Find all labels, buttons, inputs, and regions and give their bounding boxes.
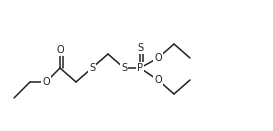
Text: O: O [56, 45, 64, 55]
Text: O: O [154, 75, 162, 85]
Text: S: S [137, 43, 143, 53]
Text: S: S [89, 63, 95, 73]
Text: S: S [121, 63, 127, 73]
Text: P: P [137, 63, 143, 73]
Text: O: O [154, 53, 162, 63]
Text: O: O [42, 77, 50, 87]
